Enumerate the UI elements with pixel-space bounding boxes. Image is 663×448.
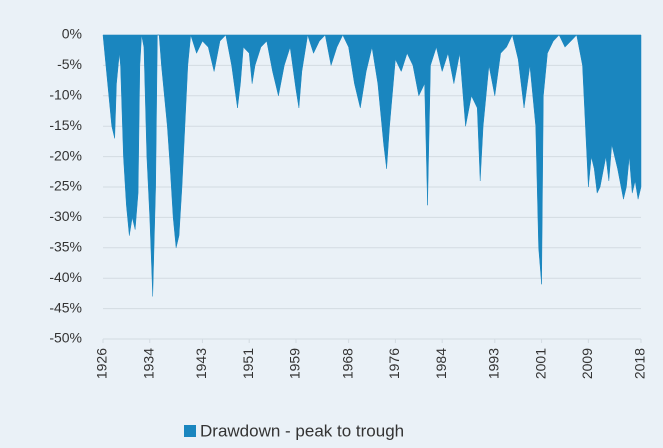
x-tick-label: 2018	[632, 348, 648, 379]
x-tick-label: 1976	[386, 348, 402, 379]
y-tick-label: -45%	[49, 299, 82, 315]
x-tick-label: 1993	[486, 348, 502, 379]
legend-label: Drawdown - peak to trough	[200, 421, 404, 440]
y-tick-label: -25%	[49, 178, 82, 194]
y-tick-label: 0%	[62, 26, 82, 42]
y-tick-label: -40%	[49, 269, 82, 285]
y-tick-label: -20%	[49, 147, 82, 163]
y-tick-label: -35%	[49, 239, 82, 255]
y-tick-label: -50%	[49, 330, 82, 346]
y-tick-label: -5%	[57, 56, 82, 72]
x-tick-label: 1951	[240, 348, 256, 379]
x-tick-label: 1943	[193, 348, 209, 379]
x-tick-label: 1934	[140, 348, 156, 379]
y-tick-label: -30%	[49, 208, 82, 224]
x-tick-label: 2009	[579, 348, 595, 379]
x-tick-label: 1926	[94, 348, 110, 379]
x-tick-label: 1959	[287, 348, 303, 379]
legend-swatch	[184, 425, 196, 437]
drawdown-area	[102, 34, 642, 297]
x-tick-label: 2001	[532, 348, 548, 379]
y-tick-label: -10%	[49, 87, 82, 103]
y-tick-label: -15%	[49, 117, 82, 133]
x-tick-label: 1984	[433, 348, 449, 379]
x-tick-label: 1968	[339, 348, 355, 379]
